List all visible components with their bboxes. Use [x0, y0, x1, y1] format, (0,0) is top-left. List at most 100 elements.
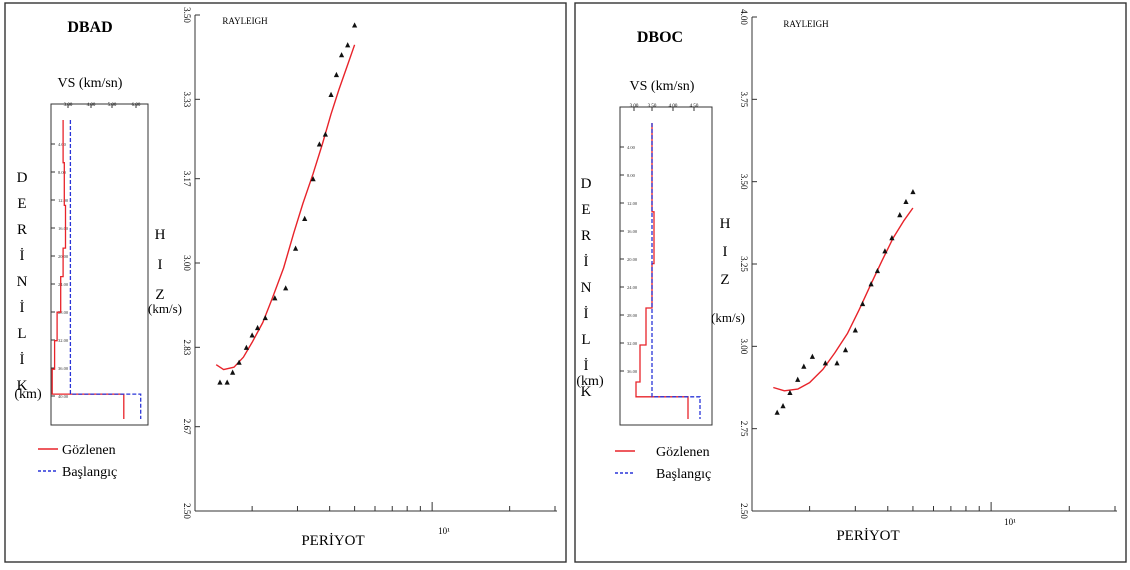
- observed-data-point: [310, 176, 316, 182]
- hiz-axis-letter: H: [720, 216, 731, 232]
- y-tick-label: 2.83: [182, 339, 192, 355]
- observed-data-point: [801, 363, 807, 369]
- observed-data-point: [345, 42, 351, 48]
- dispersion-model-curve: [773, 207, 914, 392]
- depth-axis-letter: R: [17, 222, 27, 238]
- y-tick-label: 2.67: [182, 419, 192, 435]
- y-tick-label: 3.50: [739, 174, 749, 190]
- observed-data-point: [897, 212, 903, 218]
- y-tick-label: 2.75: [739, 421, 749, 437]
- observed-data-point: [834, 360, 840, 366]
- observed-data-point: [217, 379, 223, 385]
- initial-velocity-profile: [651, 123, 701, 419]
- observed-data-point: [316, 141, 323, 147]
- observed-data-point: [283, 285, 289, 291]
- observed-data-point: [254, 324, 261, 331]
- hiz-axis-letter: Z: [720, 272, 729, 288]
- x-tick-label: 10¹: [1004, 517, 1016, 527]
- vs-tick-label: 3.00: [64, 103, 73, 108]
- depth-axis-letter: L: [17, 326, 26, 342]
- observed-data-point: [352, 22, 358, 28]
- observed-data-point: [236, 359, 242, 365]
- depth-axis-letter: İ: [584, 254, 589, 270]
- hiz-axis-letter: Z: [155, 287, 164, 303]
- initial-velocity-profile: [69, 120, 142, 419]
- observed-data-point: [322, 131, 328, 137]
- observed-data-point: [809, 353, 815, 359]
- panel-frame: [574, 2, 1127, 563]
- depth-axis-letter: İ: [584, 358, 589, 374]
- hiz-axis-unit: (km/s): [148, 301, 182, 316]
- hiz-axis-letter: H: [155, 227, 166, 243]
- y-tick-label: 3.25: [739, 256, 749, 272]
- depth-plot-frame: [50, 103, 149, 426]
- vs-tick-label: 6.00: [132, 103, 141, 108]
- vs-axis-label: VS (km/sn): [58, 76, 123, 91]
- depth-axis-unit: (km): [576, 374, 604, 389]
- x-tick-label: 10¹: [438, 526, 450, 536]
- curve-title: RAYLEIGH: [222, 16, 268, 26]
- depth-tick-label: 4.00: [58, 142, 67, 147]
- depth-axis-letter: N: [581, 280, 592, 296]
- observed-data-point: [243, 344, 249, 350]
- vs-tick-label: 4.00: [87, 103, 96, 108]
- hiz-axis-unit: (km/s): [711, 310, 745, 325]
- depth-axis-letter: L: [581, 332, 590, 348]
- observed-data-point: [292, 245, 299, 251]
- depth-axis-letter: R: [581, 228, 591, 244]
- station-title: DBOC: [637, 29, 683, 46]
- legend-label: Başlangıç: [656, 467, 711, 482]
- depth-axis-letter: E: [581, 202, 590, 218]
- y-tick-label: 3.00: [182, 255, 192, 271]
- vs-tick-label: 4.50: [690, 104, 699, 109]
- observed-data-point: [882, 248, 888, 254]
- station-title: DBAD: [67, 19, 112, 36]
- observed-data-point: [328, 91, 334, 97]
- observed-data-point: [889, 235, 895, 241]
- observed-data-point: [795, 376, 801, 382]
- depth-tick-label: 8.00: [627, 173, 636, 178]
- vs-tick-label: 5.00: [108, 103, 117, 108]
- observed-data-point: [868, 281, 874, 287]
- observed-data-point: [272, 295, 278, 301]
- panel-dboc: DBOC VS (km/sn) 3.00 3.50 4.00 4.50 4.00 8.00 12…: [574, 2, 1127, 563]
- legend-label: Başlangıç: [62, 465, 117, 480]
- depth-axis-letter: K: [17, 378, 28, 394]
- depth-axis-letter: İ: [20, 248, 25, 264]
- x-axis-title: PERİYOT: [836, 528, 899, 544]
- depth-tick-label: 4.00: [627, 145, 636, 150]
- depth-tick-label: 8.00: [58, 170, 67, 175]
- panel-frame: [4, 2, 567, 563]
- depth-axis-letter: D: [581, 176, 592, 192]
- legend-label: Gözlenen: [656, 445, 710, 460]
- y-tick-label: 3.33: [182, 91, 192, 107]
- depth-axis-letter: D: [17, 170, 28, 186]
- depth-axis-letter: E: [17, 196, 26, 212]
- vs-tick-label: 3.00: [630, 104, 639, 109]
- observed-data-point: [774, 409, 780, 415]
- observed-data-point: [874, 267, 881, 274]
- depth-tick-label: 24.00: [58, 282, 69, 287]
- observed-data-point: [822, 360, 828, 366]
- depth-tick-label: 36.00: [627, 369, 638, 374]
- observed-data-point: [333, 71, 340, 78]
- vs-tick-label: 3.50: [648, 104, 657, 109]
- depth-tick-label: 16.00: [627, 229, 638, 234]
- depth-plot-frame: [619, 106, 713, 426]
- y-tick-label: 2.50: [182, 503, 192, 519]
- observed-data-point: [787, 389, 793, 396]
- observed-data-point: [230, 369, 236, 375]
- legend-label: Gözlenen: [62, 443, 116, 458]
- depth-tick-label: 32.00: [58, 338, 69, 343]
- y-tick-label: 2.50: [739, 503, 749, 519]
- observed-data-point: [302, 215, 308, 221]
- depth-tick-label: 28.00: [627, 313, 638, 318]
- hiz-axis-letter: I: [158, 257, 163, 273]
- observed-data-point: [262, 314, 268, 321]
- depth-tick-label: 12.00: [58, 198, 69, 203]
- y-tick-label: 3.00: [739, 338, 749, 354]
- observed-data-point: [842, 347, 849, 353]
- depth-axis-unit: (km): [14, 387, 42, 402]
- x-axis-title: PERİYOT: [301, 533, 364, 549]
